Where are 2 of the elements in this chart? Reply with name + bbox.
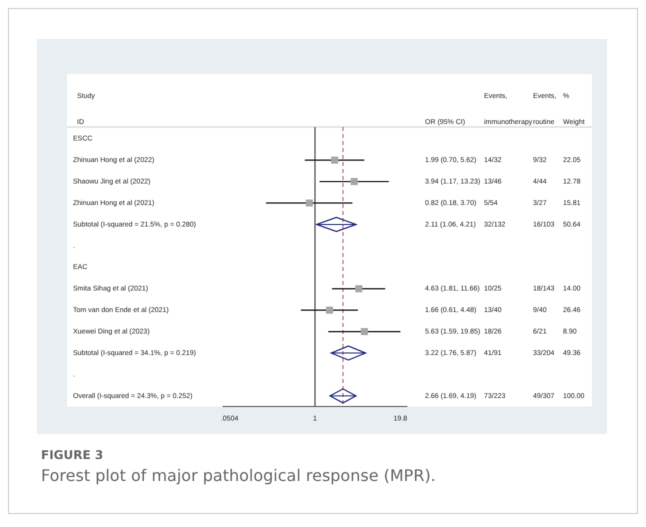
text: Forest plot of major pathological response (MPR). [41, 466, 437, 485]
text: FIGURE 3 [41, 448, 104, 462]
